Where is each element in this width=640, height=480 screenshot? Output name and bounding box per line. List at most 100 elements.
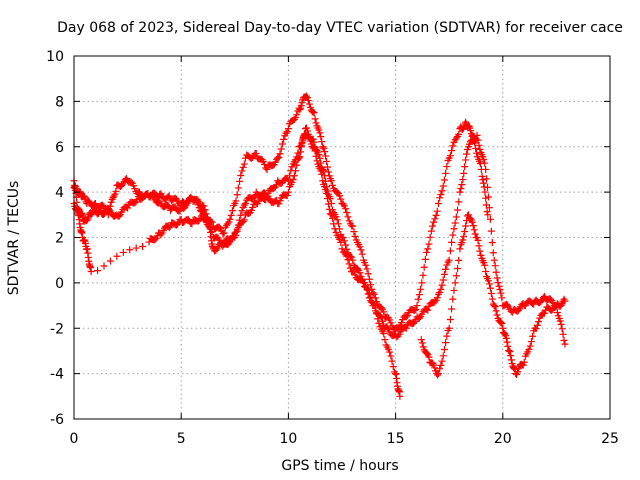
data-point xyxy=(442,169,450,177)
data-point xyxy=(364,270,372,278)
data-point xyxy=(199,211,207,219)
data-point xyxy=(485,204,493,212)
data-point xyxy=(552,302,560,310)
data-point xyxy=(414,295,422,303)
data-point xyxy=(237,211,245,219)
data-point xyxy=(514,368,522,376)
data-point xyxy=(501,330,509,338)
data-point xyxy=(438,281,446,289)
data-point xyxy=(419,271,427,279)
data-point xyxy=(208,218,216,226)
data-point xyxy=(446,152,454,160)
data-point xyxy=(530,300,538,308)
data-point xyxy=(485,280,493,288)
data-point xyxy=(498,320,506,328)
data-point xyxy=(440,345,448,353)
y-tick-label: 0 xyxy=(55,276,64,292)
data-point xyxy=(367,293,375,301)
data-point xyxy=(438,187,446,195)
data-point xyxy=(561,340,569,348)
data-point xyxy=(113,252,121,260)
data-point xyxy=(497,318,505,326)
data-point xyxy=(356,243,364,251)
data-point xyxy=(322,152,330,160)
data-point xyxy=(299,137,307,145)
data-point xyxy=(472,144,480,152)
data-point xyxy=(546,295,554,303)
data-point xyxy=(464,211,472,219)
data-point xyxy=(490,302,498,310)
data-point xyxy=(532,325,540,333)
data-point xyxy=(294,149,302,157)
data-point xyxy=(488,295,496,303)
data-point xyxy=(349,222,357,230)
data-point xyxy=(387,319,395,327)
data-point xyxy=(456,245,464,253)
data-point xyxy=(480,179,488,187)
data-point xyxy=(228,207,236,215)
data-point xyxy=(252,150,260,158)
data-point xyxy=(130,182,138,190)
data-point xyxy=(380,330,388,338)
data-point xyxy=(474,136,482,144)
data-point xyxy=(232,197,240,205)
data-point xyxy=(345,260,353,268)
data-point xyxy=(451,279,459,287)
data-point xyxy=(492,307,500,315)
data-point xyxy=(124,204,132,212)
data-point xyxy=(304,97,312,105)
data-point xyxy=(448,238,456,246)
data-point xyxy=(91,199,99,207)
data-point xyxy=(417,336,425,344)
data-point xyxy=(283,128,291,136)
data-point xyxy=(502,334,510,342)
data-point xyxy=(560,336,568,344)
data-point xyxy=(277,145,285,153)
data-point xyxy=(336,235,344,243)
data-point xyxy=(483,208,491,216)
data-point xyxy=(165,224,173,232)
data-point xyxy=(498,294,506,302)
data-point xyxy=(305,100,313,108)
data-point xyxy=(132,244,140,252)
data-point xyxy=(437,361,445,369)
data-point xyxy=(389,363,397,371)
data-point xyxy=(484,183,492,191)
data-point xyxy=(238,207,246,215)
series-track-d xyxy=(417,211,569,379)
data-point xyxy=(495,282,503,290)
data-point xyxy=(377,304,385,312)
data-point xyxy=(212,246,220,254)
data-point xyxy=(350,228,358,236)
data-point xyxy=(236,216,244,224)
y-tick-label: 6 xyxy=(55,140,64,156)
data-point xyxy=(481,159,489,167)
data-point xyxy=(446,247,454,255)
data-point xyxy=(239,163,247,171)
data-point xyxy=(533,321,541,329)
data-point xyxy=(309,108,317,116)
data-point xyxy=(234,184,242,192)
data-point xyxy=(411,306,419,314)
x-tick-label: 20 xyxy=(494,431,512,447)
data-point xyxy=(105,205,113,213)
data-point xyxy=(424,306,432,314)
data-point xyxy=(470,226,478,234)
data-point xyxy=(311,115,319,123)
data-point xyxy=(484,211,492,219)
data-point xyxy=(344,256,352,264)
data-point xyxy=(426,233,434,241)
y-tick-label: 10 xyxy=(46,49,64,65)
data-point xyxy=(310,109,318,117)
data-point xyxy=(234,221,242,229)
data-point xyxy=(151,236,159,244)
data-point xyxy=(368,298,376,306)
data-point xyxy=(455,198,463,206)
data-point xyxy=(333,216,341,224)
data-point xyxy=(373,309,381,317)
data-point xyxy=(402,324,410,332)
data-point xyxy=(474,236,482,244)
x-tick-label: 10 xyxy=(279,431,297,447)
data-point xyxy=(323,194,331,202)
